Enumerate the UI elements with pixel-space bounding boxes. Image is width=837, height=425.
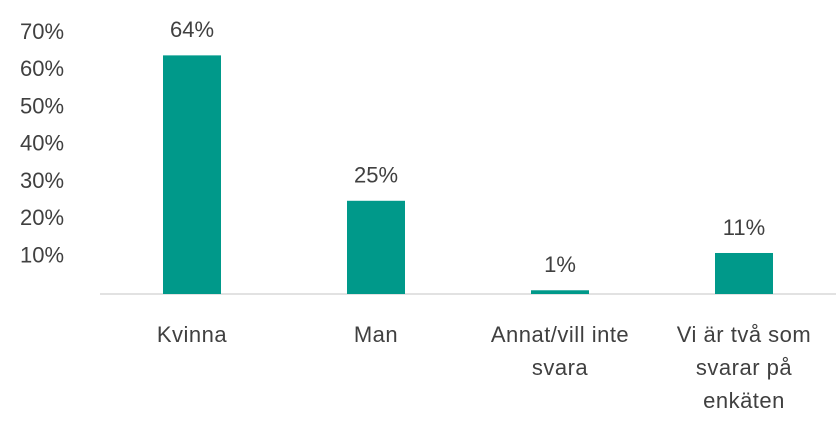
value-label: 11% xyxy=(723,215,765,240)
x-tick-label: Vi är två som svarar på enkäten xyxy=(676,322,812,413)
bar xyxy=(715,252,773,294)
value-label: 1% xyxy=(544,252,576,277)
y-tick-label: 50% xyxy=(20,93,64,118)
x-tick-label: Annat/vill inte svara xyxy=(490,322,630,380)
value-label: 25% xyxy=(354,163,398,188)
bar xyxy=(531,290,589,294)
y-tick-label: 20% xyxy=(20,205,64,230)
y-tick-label: 40% xyxy=(20,131,64,156)
x-tick-label: Kvinna xyxy=(156,322,228,347)
y-tick-label: 60% xyxy=(20,56,64,81)
value-label: 64% xyxy=(170,17,214,42)
x-tick-label: Man xyxy=(353,322,399,347)
y-tick-label: 10% xyxy=(20,243,64,268)
bar xyxy=(163,55,221,294)
bar xyxy=(347,200,405,294)
y-tick-label: 70% xyxy=(20,19,64,44)
y-tick-label: 30% xyxy=(20,168,64,193)
